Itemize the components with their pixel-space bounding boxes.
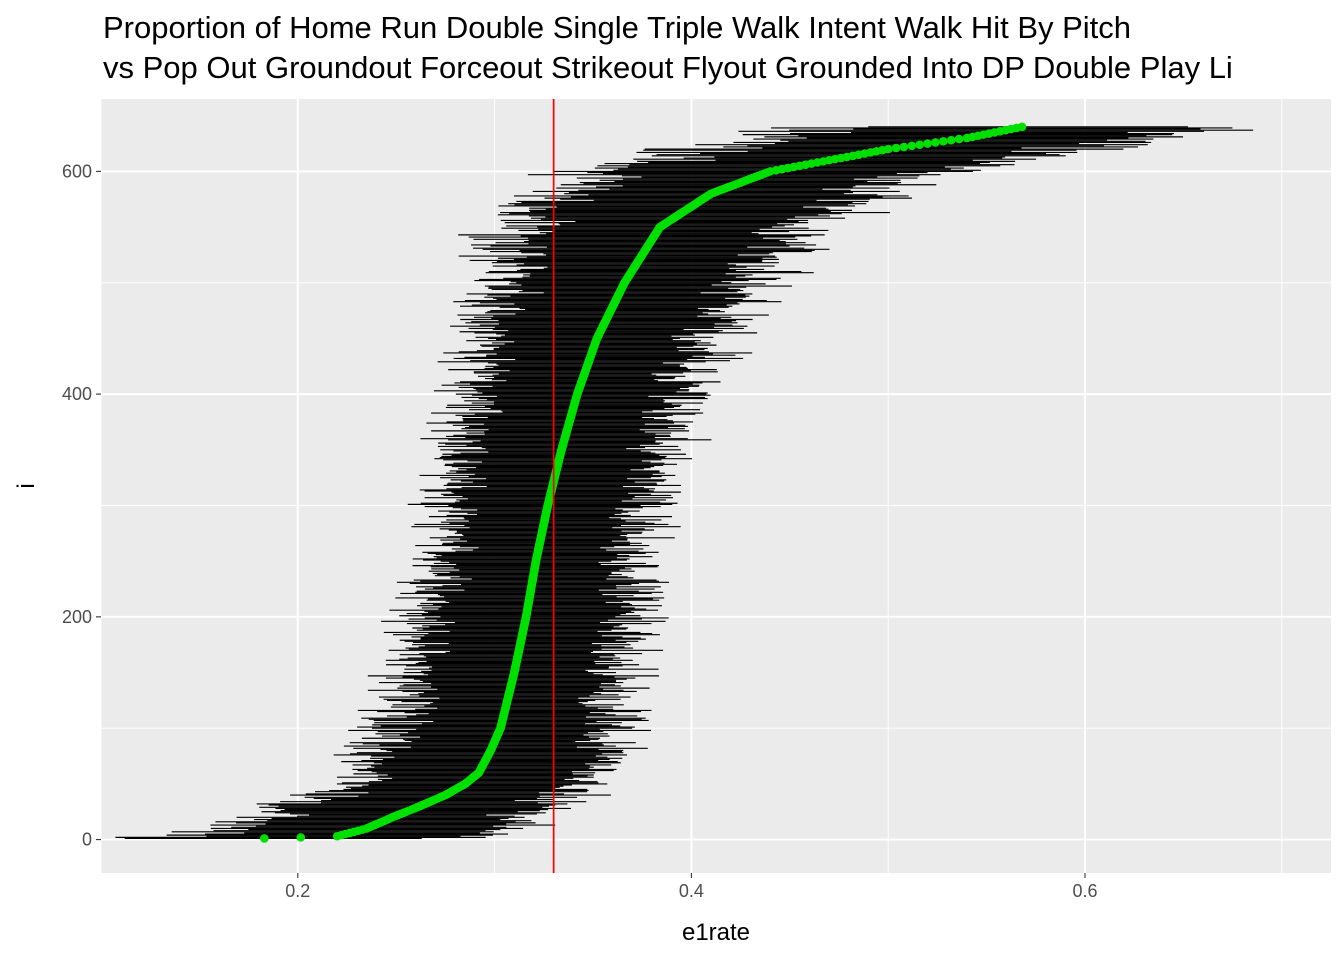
data-points: [260, 122, 1027, 843]
y-tick-label: 0: [82, 830, 92, 850]
data-point: [891, 143, 901, 153]
x-axis-ticks: 0.2 0.4 0.6: [285, 873, 1098, 901]
data-point: [931, 138, 940, 147]
data-point: [899, 142, 909, 152]
x-axis-title: e1rate: [682, 919, 750, 946]
x-tick-label: 0.6: [1072, 881, 1097, 901]
chart-title-line-2: vs Pop Out Groundout Forceout Strikeout …: [103, 50, 1233, 85]
grid-minor: [100, 99, 1331, 873]
data-point: [260, 834, 269, 843]
chart-title-line-1: Proportion of Home Run Double Single Tri…: [103, 10, 1132, 45]
data-point: [883, 144, 893, 154]
data-point: [923, 139, 932, 148]
data-point: [915, 140, 924, 149]
data-point: [1017, 122, 1027, 132]
interval-segments: [115, 126, 1254, 840]
y-tick-label: 200: [62, 607, 92, 627]
grid-major: [101, 99, 1331, 873]
y-tick-label: 400: [62, 384, 92, 404]
data-point: [946, 135, 956, 145]
x-tick-label: 0.4: [679, 881, 704, 901]
data-point: [296, 833, 306, 842]
data-point: [939, 137, 948, 146]
data-point: [907, 141, 917, 151]
y-axis-title: i: [13, 483, 40, 488]
x-tick-label: 0.2: [285, 881, 310, 901]
y-tick-label: 600: [62, 161, 92, 181]
data-point: [954, 134, 964, 144]
y-axis-ticks: 0 200 400 600: [62, 161, 101, 850]
